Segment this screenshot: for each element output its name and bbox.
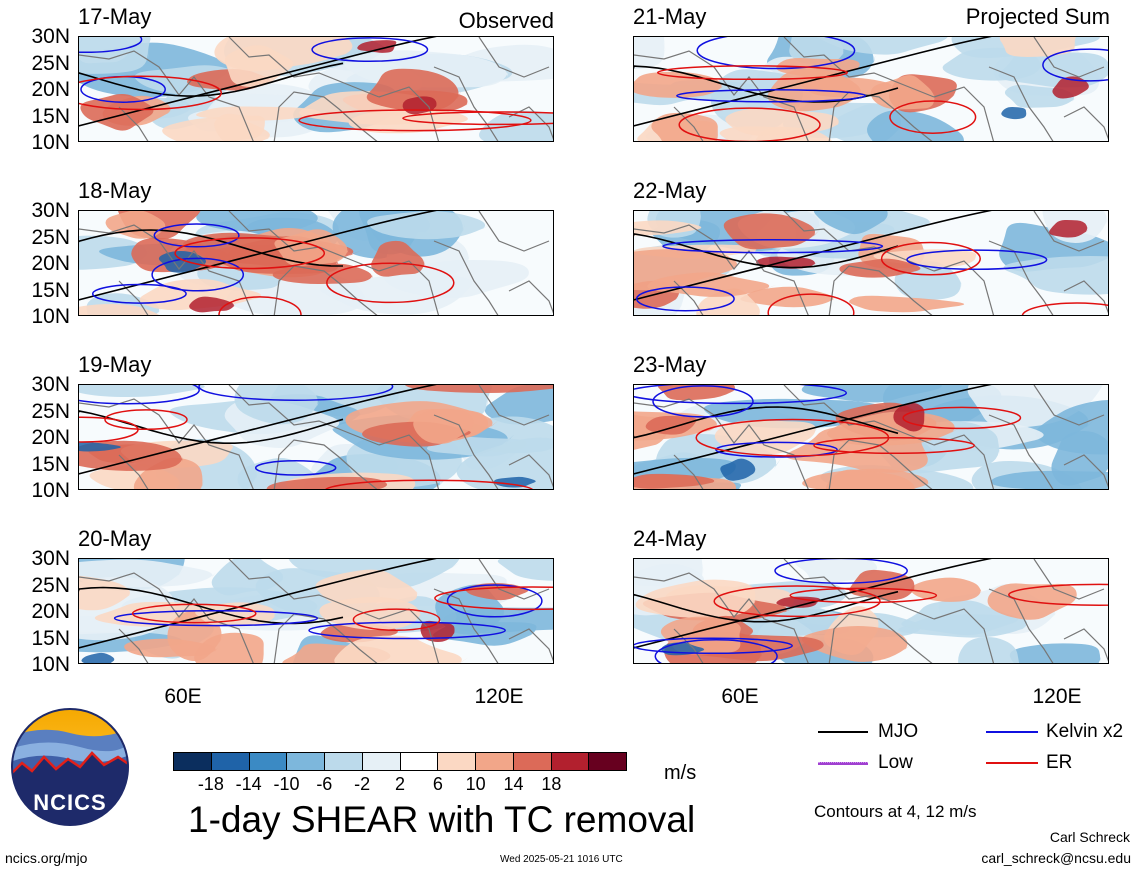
colorbar-swatch (438, 753, 476, 770)
right-map-panel-1 (633, 36, 1109, 142)
left-map-1-field (79, 37, 553, 141)
footer-author: Carl Schreck (1049, 829, 1130, 845)
left-map-panel-4 (78, 558, 554, 664)
right-panel-date: 22-May (633, 178, 707, 203)
lat-label: 30N (31, 547, 70, 570)
legend-label-mjo: MJO (878, 721, 919, 742)
left-map-panel-2 (78, 210, 554, 316)
footer-timestamp: Wed 2025-05-21 1016 UTC (500, 854, 623, 865)
lat-label: 15N (31, 626, 70, 650)
left-panel-date: 18-May (78, 178, 152, 203)
legend: MJO Kelvin x2 Low ER (812, 718, 1132, 782)
footer-email[interactable]: carl_schreck@ncsu.edu (981, 850, 1131, 866)
right-map-panel-2 (633, 210, 1109, 316)
lat-label: 25N (31, 225, 70, 249)
legend-label-er: ER (1046, 752, 1073, 773)
right-map-4-field (634, 559, 1108, 663)
lat-label: 10N (31, 131, 70, 154)
colorbar-swatch (249, 753, 288, 770)
lat-label: 30N (31, 25, 70, 48)
legend-label-low: Low (878, 752, 913, 773)
right-panel-date: 23-May (633, 352, 707, 377)
projected-label: Projected Sum (965, 4, 1110, 29)
colorbar (173, 752, 627, 771)
right-panel-date: 21-May (633, 4, 707, 29)
lat-label: 25N (31, 573, 70, 597)
lat-label: 10N (31, 305, 70, 328)
left-map-panel-1 (78, 36, 554, 142)
colorbar-tick-label: -6 (316, 774, 333, 794)
legend-label-kelvin: Kelvin x2 (1046, 721, 1124, 742)
colorbar-swatch (362, 753, 401, 770)
lon-label-right-120e: 120E (1032, 685, 1082, 708)
ncics-logo: NCICS (10, 707, 130, 827)
ncics-logo-text: NCICS (33, 790, 107, 815)
left-map-panel-3 (78, 384, 554, 490)
colorbar-tick-label: -2 (354, 774, 371, 794)
observed-label: Observed (458, 8, 554, 33)
right-map-1-field (634, 37, 1108, 141)
lat-label: 20N (31, 78, 70, 101)
colorbar-swatch (287, 753, 325, 770)
lon-label-right-60e: 60E (721, 685, 759, 708)
lon-label-left-120e: 120E (474, 685, 524, 708)
left-panel-date: 17-May (78, 4, 152, 29)
legend-line-kelvin (986, 731, 1038, 733)
lat-label: 10N (31, 479, 70, 502)
lat-label: 30N (31, 373, 70, 396)
colorbar-swatch (513, 753, 552, 770)
colorbar-tick-label: -10 (273, 774, 300, 794)
right-map-2-field (634, 211, 1108, 315)
lat-label: 25N (31, 51, 70, 75)
left-map-3-field (79, 385, 553, 489)
colorbar-tick-label: 14 (503, 774, 524, 794)
colorbar-swatch (211, 753, 250, 770)
lat-label: 20N (31, 600, 70, 623)
colorbar-units: m/s (664, 762, 697, 784)
colorbar-swatch (589, 753, 626, 770)
colorbar-swatch (476, 753, 514, 770)
lat-label: 15N (31, 452, 70, 476)
right-panel-date: 24-May (633, 526, 707, 551)
footer-url[interactable]: ncics.org/mjo (5, 850, 88, 866)
colorbar-tick-label: -14 (235, 774, 262, 794)
left-panel-date: 19-May (78, 352, 152, 377)
legend-line-low (818, 762, 868, 765)
figure-title: 1-day SHEAR with TC removal (188, 799, 696, 840)
lat-label: 10N (31, 653, 70, 676)
lon-label-left-60e: 60E (164, 685, 202, 708)
colorbar-swatch (325, 753, 363, 770)
lat-label: 20N (31, 426, 70, 449)
colorbar-swatch (400, 753, 439, 770)
colorbar-tick-label: -18 (197, 774, 224, 794)
legend-line-mjo (818, 731, 868, 733)
left-map-2-field (79, 211, 553, 315)
colorbar-tick-label: 6 (432, 774, 443, 794)
left-map-4-field (79, 559, 553, 663)
lat-label: 15N (31, 104, 70, 128)
colorbar-swatch (174, 753, 212, 770)
lat-label: 25N (31, 399, 70, 423)
lat-label: 20N (31, 252, 70, 275)
left-panel-date: 20-May (78, 526, 152, 551)
legend-line-er (986, 762, 1038, 764)
contours-note: Contours at 4, 12 m/s (814, 802, 977, 821)
colorbar-tick-label: 2 (394, 774, 405, 794)
right-map-panel-4 (633, 558, 1109, 664)
colorbar-tick-label: 10 (465, 774, 486, 794)
right-map-panel-3 (633, 384, 1109, 490)
lat-label: 30N (31, 199, 70, 222)
colorbar-swatch (551, 753, 590, 770)
colorbar-tick-label: 18 (541, 774, 562, 794)
lat-label: 15N (31, 278, 70, 302)
right-map-3-field (634, 385, 1108, 489)
